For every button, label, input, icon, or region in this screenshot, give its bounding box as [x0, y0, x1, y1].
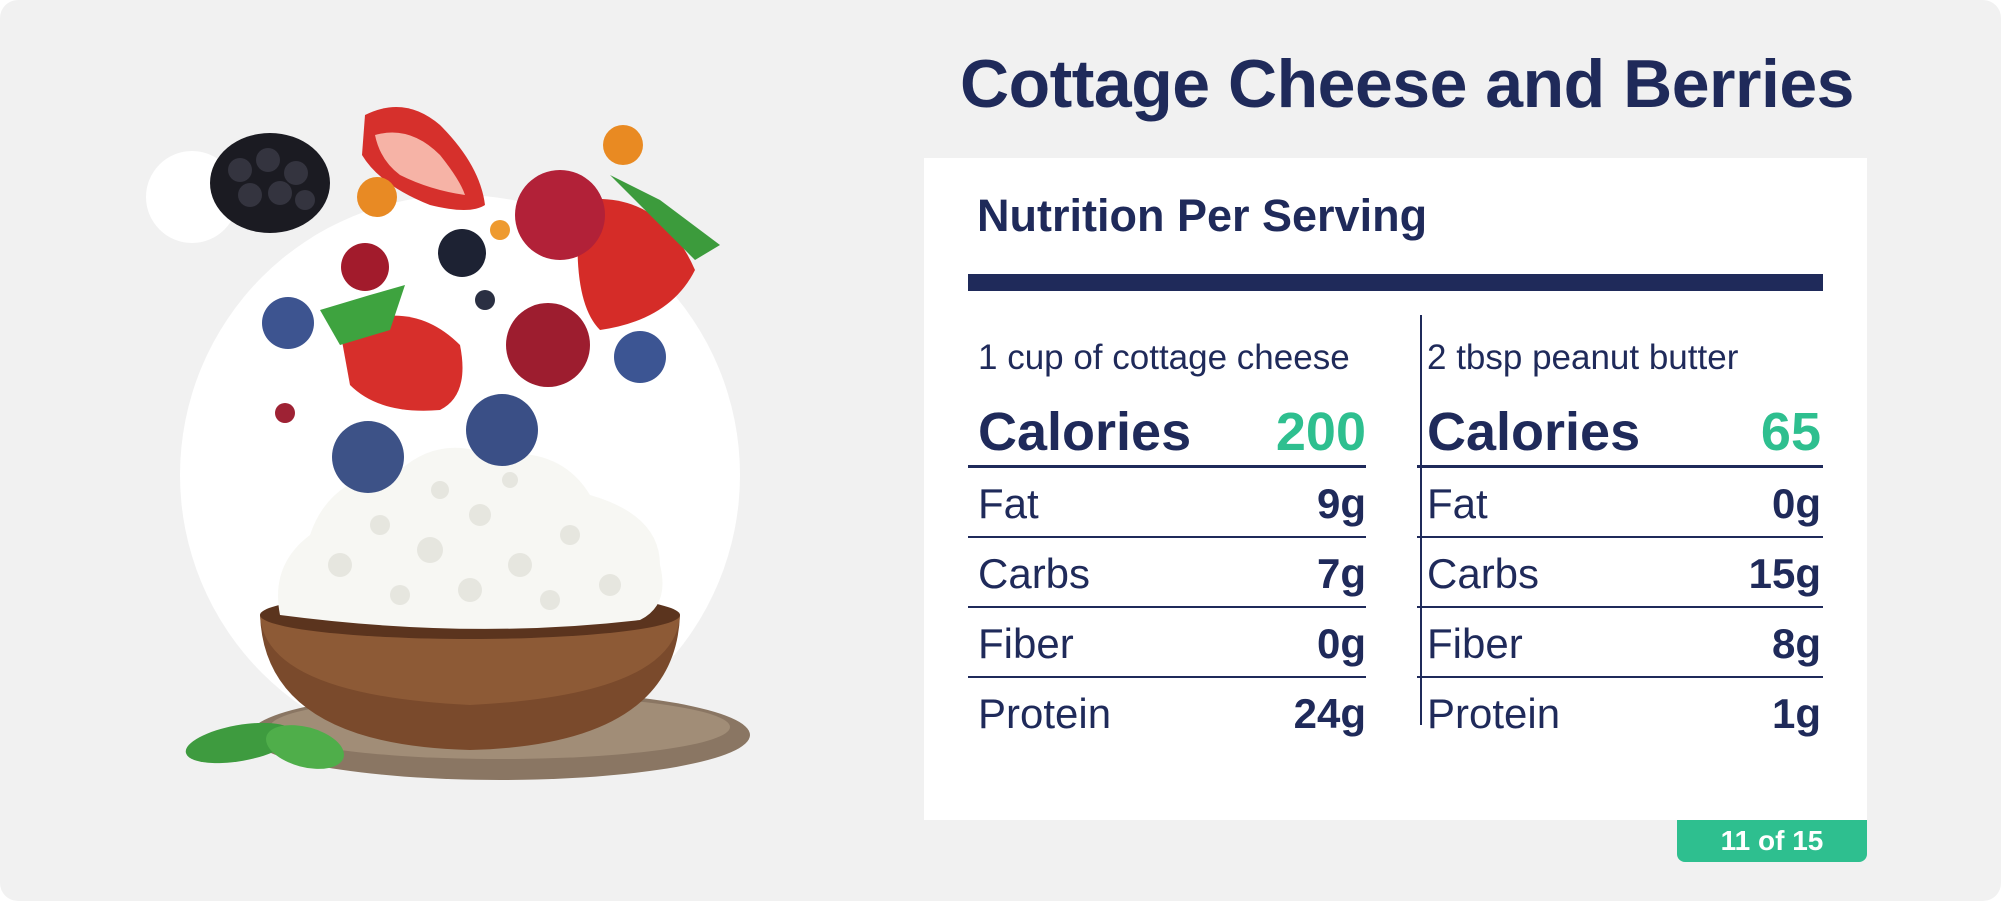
- page-counter-badge: 11 of 15: [1677, 820, 1867, 862]
- nutrient-label: Fiber: [1427, 620, 1523, 667]
- nutrient-label: Carbs: [978, 550, 1091, 597]
- nutrient-value: 15g: [1748, 550, 1821, 597]
- serving-size: 1 cup of cottage cheese: [978, 338, 1350, 377]
- nutrient-row-fiber: Fiber 0g: [968, 608, 1366, 678]
- nutrient-value: 8g: [1771, 620, 1821, 667]
- nutrient-label: Protein: [1427, 690, 1561, 737]
- nutrient-row-protein: Protein 1g: [1417, 678, 1823, 746]
- nutrient-value: 0g: [1316, 620, 1366, 667]
- nutrition-panel-title: Nutrition Per Serving: [977, 190, 1428, 241]
- page-title: Cottage Cheese and Berries: [960, 46, 1854, 122]
- strawberry-right-shape: [577, 175, 720, 330]
- nutrient-value: 7g: [1316, 550, 1366, 597]
- column-divider: [1420, 315, 1422, 725]
- nutrient-value: 9g: [1316, 480, 1366, 527]
- calories-row: Calories 65: [1417, 393, 1823, 468]
- nutrient-label: Fat: [1427, 480, 1488, 527]
- blackberry-shape: [210, 133, 330, 233]
- cottage-cheese-berries-illustration: [146, 107, 750, 780]
- nutrient-row-fiber: Fiber 8g: [1417, 608, 1823, 678]
- nutrient-label: Fiber: [978, 620, 1074, 667]
- calories-row: Calories 200: [968, 393, 1366, 468]
- nutrient-row-fat: Fat 0g: [1417, 468, 1823, 538]
- panel-divider-bar: [968, 274, 1823, 291]
- calories-label: Calories: [1427, 402, 1641, 462]
- serving-size: 2 tbsp peanut butter: [1427, 338, 1739, 377]
- nutrient-row-fat: Fat 9g: [968, 468, 1366, 538]
- nutrient-row-carbs: Carbs 15g: [1417, 538, 1823, 608]
- nutrition-panel: Nutrition Per Serving 1 cup of cottage c…: [924, 158, 1867, 820]
- nutrient-value: 1g: [1771, 690, 1821, 737]
- strawberry-top-shape: [362, 107, 485, 210]
- nutrient-value: 0g: [1771, 480, 1821, 527]
- calories-label: Calories: [978, 402, 1192, 462]
- nutrient-label: Fat: [978, 480, 1039, 527]
- nutrient-label: Protein: [978, 690, 1112, 737]
- calories-value: 65: [1760, 402, 1821, 462]
- nutrient-label: Carbs: [1427, 550, 1540, 597]
- calories-value: 200: [1275, 402, 1366, 462]
- nutrient-row-carbs: Carbs 7g: [968, 538, 1366, 608]
- nutrient-row-protein: Protein 24g: [968, 678, 1366, 746]
- nutrient-value: 24g: [1293, 690, 1366, 737]
- strawberry-left-shape: [320, 285, 463, 411]
